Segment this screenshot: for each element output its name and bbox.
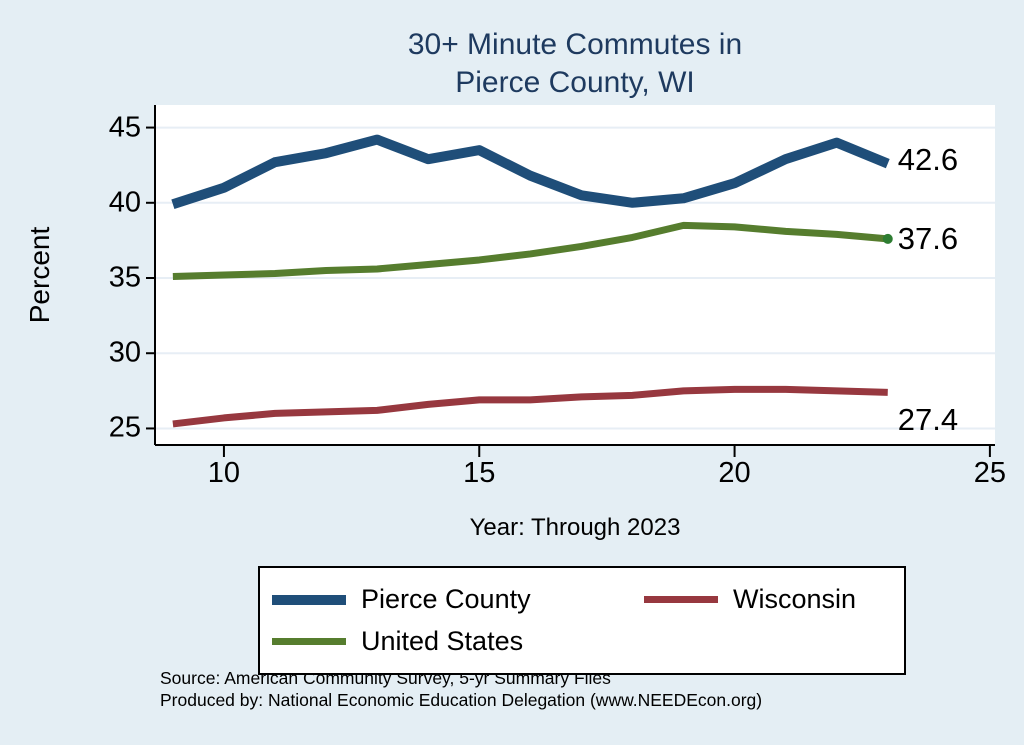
series-line-wisconsin	[172, 385, 888, 428]
legend-item-united-states: United States	[272, 625, 644, 658]
legend-label-united-states: United States	[361, 626, 524, 656]
legend-box: Pierce County Wisconsin United States	[258, 566, 906, 675]
chart-title-line2: Pierce County, WI	[455, 66, 695, 99]
chart-title: 30+ Minute Commutes in Pierce County, WI	[155, 26, 995, 102]
series-line-pierce-county	[171, 134, 890, 210]
legend-item-pierce-county: Pierce County	[272, 583, 644, 616]
legend-label-pierce-county: Pierce County	[361, 584, 531, 614]
x-axis-label: Year: Through 2023	[469, 514, 681, 541]
produced-by-line: Produced by: National Economic Education…	[160, 690, 763, 710]
legend-swatch-pierce-county	[272, 594, 346, 605]
chart-title-line1: 30+ Minute Commutes in	[407, 28, 743, 61]
legend-label-wisconsin: Wisconsin	[733, 584, 857, 614]
end-marker-united-states	[882, 233, 893, 244]
legend-swatch-wisconsin	[644, 596, 718, 603]
legend-swatch-united-states	[272, 638, 346, 645]
legend-item-wisconsin: Wisconsin	[644, 583, 904, 616]
y-axis-label: Percent	[24, 226, 55, 324]
series-line-united-states	[172, 221, 889, 281]
